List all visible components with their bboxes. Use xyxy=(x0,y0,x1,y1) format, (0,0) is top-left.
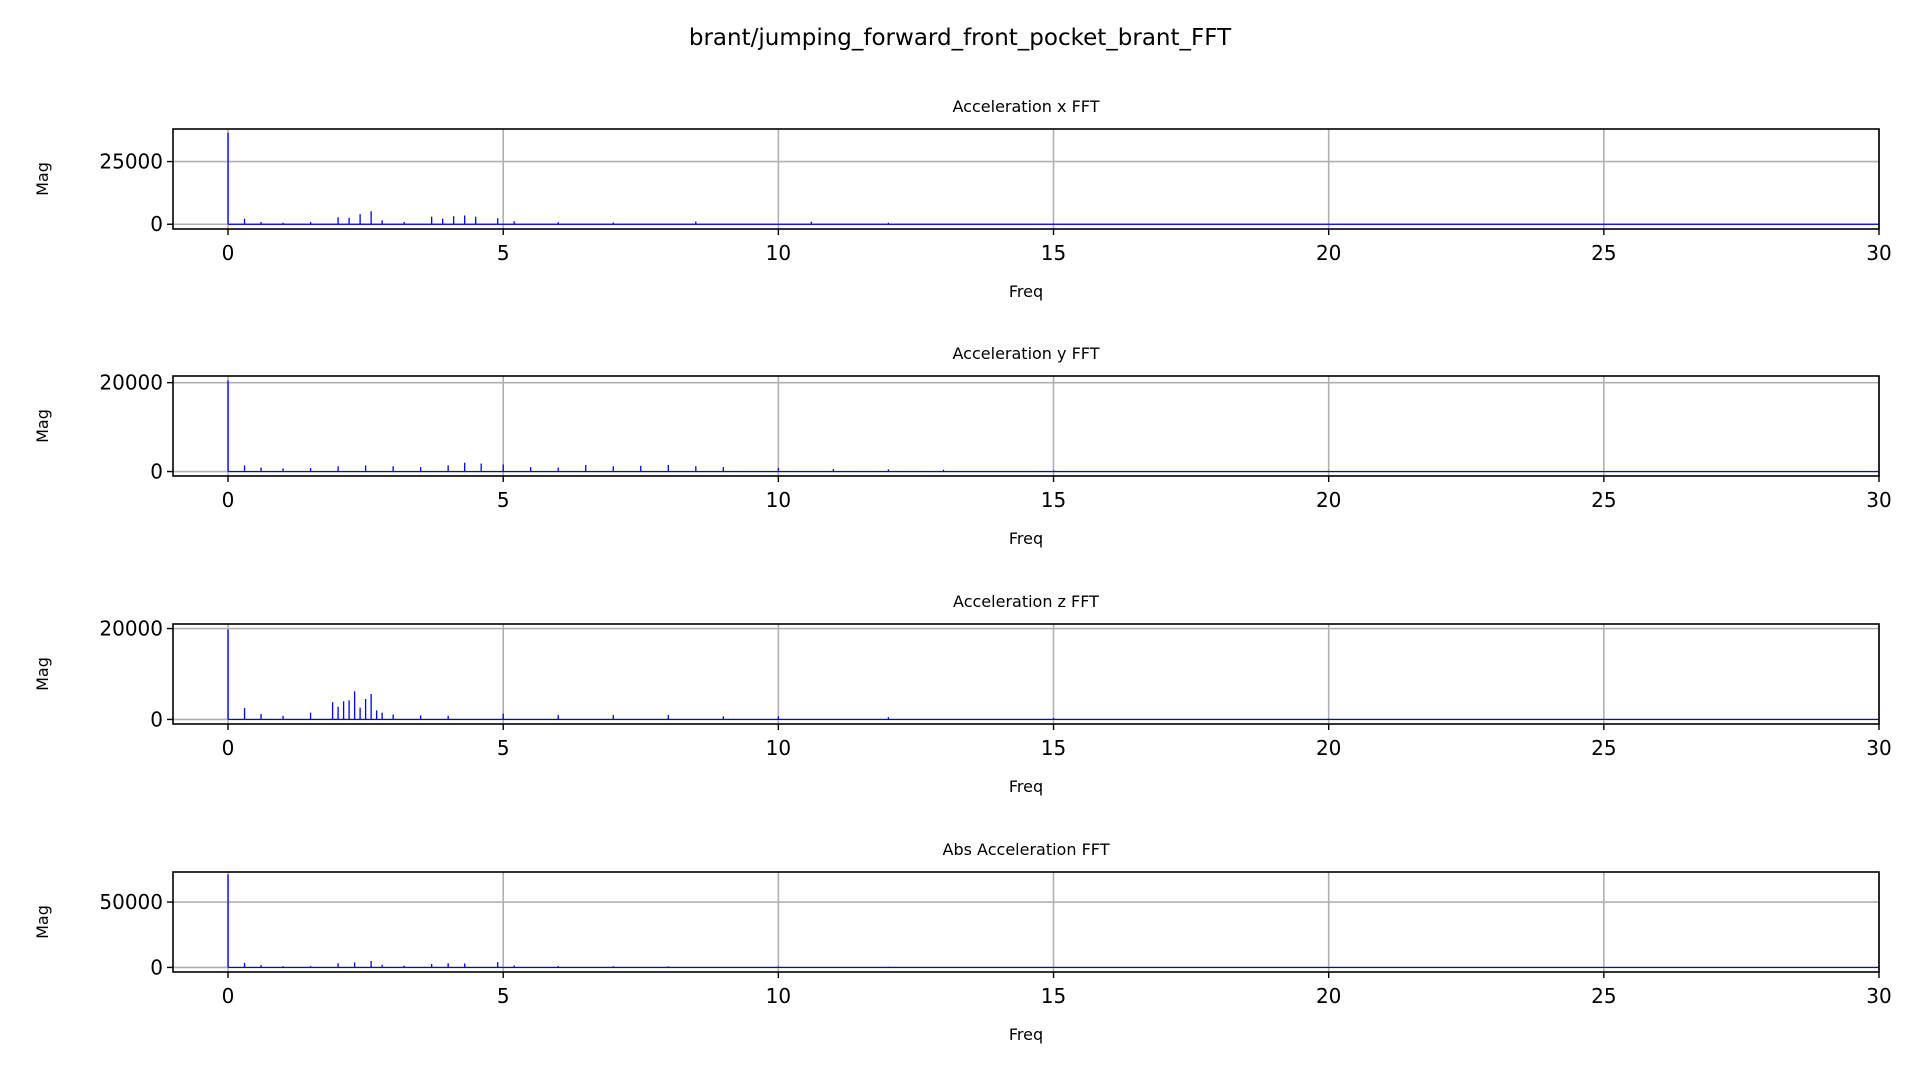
x-tick-label: 20 xyxy=(1316,736,1341,760)
x-tick-label: 20 xyxy=(1316,984,1341,1008)
x-tick-label: 15 xyxy=(1041,241,1066,265)
x-tick-label: 30 xyxy=(1866,736,1891,760)
x-axis-label: Freq xyxy=(1009,282,1043,301)
subplot-2: Acceleration y FFT 0 5 10 15 20 25 30 0 20000 Freq… xyxy=(33,344,1892,548)
y-axis-label: Mag xyxy=(33,162,52,196)
y-tick-label: 50000 xyxy=(99,890,163,914)
x-tick-label: 20 xyxy=(1316,488,1341,512)
x-tick-label: 5 xyxy=(497,241,510,265)
subplot-1: Acceleration x FFT 0 5 10 15 20 25 30 0 25000 Freq… xyxy=(33,97,1892,301)
figure-title: brant/jumping_forward_front_pocket_brant… xyxy=(689,25,1232,51)
subplot-title: Acceleration z FFT xyxy=(953,592,1099,611)
x-tick-label: 15 xyxy=(1041,736,1066,760)
x-tick-label: 25 xyxy=(1591,984,1616,1008)
x-tick-label: 30 xyxy=(1866,488,1891,512)
y-tick-label: 20000 xyxy=(99,371,163,395)
x-tick-label: 10 xyxy=(766,736,791,760)
subplot-title: Acceleration y FFT xyxy=(953,344,1100,363)
x-tick-label: 25 xyxy=(1591,736,1616,760)
x-tick-label: 15 xyxy=(1041,488,1066,512)
x-tick-label: 25 xyxy=(1591,241,1616,265)
axes-frame xyxy=(172,128,1880,230)
y-tick-label: 0 xyxy=(150,955,163,979)
y-tick-label: 0 xyxy=(150,707,163,731)
subplot-title: Abs Acceleration FFT xyxy=(943,840,1110,859)
x-tick-label: 0 xyxy=(222,488,235,512)
y-axis-label: Mag xyxy=(33,409,52,443)
y-tick-label: 25000 xyxy=(99,150,163,174)
x-tick-label: 0 xyxy=(222,984,235,1008)
x-tick-label: 30 xyxy=(1866,984,1891,1008)
x-tick-label: 5 xyxy=(497,736,510,760)
x-tick-label: 10 xyxy=(766,984,791,1008)
x-tick-label: 25 xyxy=(1591,488,1616,512)
subplot-title: Acceleration x FFT xyxy=(953,97,1100,116)
axes-frame xyxy=(172,375,1880,477)
subplot-3: Acceleration z FFT 0 5 10 15 20 25 30 0 20000 Freq… xyxy=(33,592,1892,796)
subplot-4: Abs Acceleration FFT 0 5 10 15 20 25 30 0 50000 Fr… xyxy=(33,840,1892,1044)
y-tick-label: 0 xyxy=(150,460,163,484)
x-tick-label: 5 xyxy=(497,984,510,1008)
x-axis-label: Freq xyxy=(1009,1025,1043,1044)
x-tick-label: 10 xyxy=(766,488,791,512)
x-tick-label: 0 xyxy=(222,736,235,760)
x-tick-label: 15 xyxy=(1041,984,1066,1008)
axes-frame xyxy=(172,623,1880,725)
x-tick-label: 10 xyxy=(766,241,791,265)
x-axis-label: Freq xyxy=(1009,777,1043,796)
x-tick-label: 0 xyxy=(222,241,235,265)
x-tick-label: 5 xyxy=(497,488,510,512)
x-axis-label: Freq xyxy=(1009,529,1043,548)
x-tick-label: 20 xyxy=(1316,241,1341,265)
axes-frame xyxy=(172,871,1880,973)
x-tick-label: 30 xyxy=(1866,241,1891,265)
y-tick-label: 0 xyxy=(150,212,163,236)
y-axis-label: Mag xyxy=(33,905,52,939)
y-tick-label: 20000 xyxy=(99,617,163,641)
y-axis-label: Mag xyxy=(33,657,52,691)
